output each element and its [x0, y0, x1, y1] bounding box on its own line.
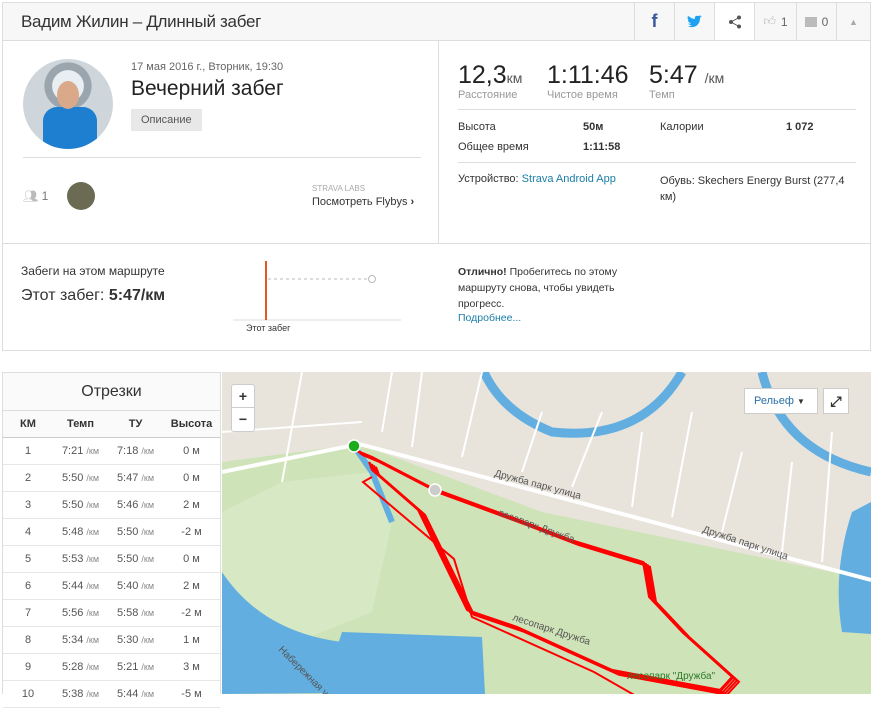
- segment-note: Отлично! Пробегитесь по этому маршруту с…: [458, 266, 618, 310]
- zoom-out-button[interactable]: −: [238, 411, 248, 427]
- twitter-icon: [687, 14, 702, 27]
- segment-title: Забеги на этом маршруте: [21, 264, 165, 278]
- kudos-count: 1: [780, 14, 788, 29]
- elevation-value: 50м: [583, 121, 604, 133]
- split-row: 2 5:50 /км 5:47 /км 0 м: [3, 465, 220, 492]
- kudos-button[interactable]: 👍︎ 1: [754, 3, 796, 40]
- zoom-in-button[interactable]: +: [232, 385, 254, 408]
- distance-value: 12,3км: [458, 61, 523, 89]
- route-lap: [361, 453, 741, 694]
- activity-name: Вечерний забег: [131, 77, 284, 100]
- participant-avatar[interactable]: [67, 182, 95, 210]
- device-info: Устройство: Strava Android App: [458, 173, 616, 185]
- pace-label: Темп: [649, 89, 675, 101]
- share-button[interactable]: [714, 3, 754, 40]
- elapsed-label: Общее время: [458, 141, 529, 153]
- expand-icon: ⤢: [830, 393, 842, 409]
- page-title: Вадим Жилин – Длинный забег: [21, 11, 262, 31]
- map-canvas: Дружба парк улица Дружба парк улица лесо…: [222, 372, 871, 694]
- this-run-pace: Этот забег: 5:47/км: [21, 287, 166, 304]
- chart-label: Этот забег: [246, 323, 291, 333]
- splits-header-row: КМ Темп ТУ Высота: [3, 411, 220, 438]
- split-row: 4 5:48 /км 5:50 /км -2 м: [3, 519, 220, 546]
- pace-value: 5:47 /км: [649, 61, 725, 89]
- splits-title: Отрезки: [3, 373, 220, 411]
- split-row: 5 5:53 /км 5:50 /км 0 м: [3, 546, 220, 573]
- split-row: 6 5:44 /км 5:40 /км 2 м: [3, 573, 220, 600]
- start-marker: [347, 439, 361, 453]
- finish-marker: [428, 483, 442, 497]
- comments-button[interactable]: 0: [796, 3, 836, 40]
- comment-icon: [804, 16, 817, 27]
- description-button[interactable]: Описание: [131, 109, 202, 131]
- route-lap: [361, 476, 635, 694]
- chevron-right-icon: ›: [410, 196, 415, 208]
- route-comparison-chart: [233, 261, 401, 321]
- twitter-share-button[interactable]: [674, 3, 714, 40]
- activity-summary: 17 мая 2016 г., Вторник, 19:30 Вечерний …: [2, 41, 871, 351]
- shoes-info: Обувь: Skechers Energy Burst (277,4 км): [660, 175, 845, 203]
- group-icon: 👥︎: [23, 189, 39, 203]
- comment-count: 0: [821, 14, 829, 29]
- zoom-control: + −: [231, 384, 255, 432]
- split-row: 10 5:38 /км 5:44 /км -5 м: [3, 681, 220, 708]
- fullscreen-button[interactable]: ⤢: [823, 388, 849, 414]
- strava-labs-label: STRAVA LABS: [312, 184, 366, 193]
- caret-up-icon: ▲: [849, 16, 858, 27]
- route-lap: [354, 448, 734, 691]
- split-row: 8 5:34 /км 5:30 /км 1 м: [3, 627, 220, 654]
- flybys-link[interactable]: Посмотреть Flybys ›: [312, 196, 414, 208]
- collapse-button[interactable]: ▲: [836, 3, 870, 40]
- map-layer-dropdown[interactable]: Рельеф ▼: [744, 388, 818, 414]
- route-map[interactable]: Дружба парк улица Дружба парк улица лесо…: [222, 372, 871, 694]
- elapsed-value: 1:11:58: [583, 141, 621, 153]
- route-segment-section: Забеги на этом маршруте Этот забег: 5:47…: [3, 243, 870, 351]
- moving-time-label: Чистое время: [547, 89, 618, 101]
- group-count: 1: [41, 189, 49, 203]
- trend-point: [368, 275, 376, 283]
- calories-value: 1 072: [786, 121, 814, 133]
- facebook-icon: f: [651, 11, 658, 31]
- athlete-avatar[interactable]: [23, 59, 113, 149]
- activity-date: 17 мая 2016 г., Вторник, 19:30: [131, 61, 284, 73]
- split-row: 9 5:28 /км 5:21 /км 3 м: [3, 654, 220, 681]
- calories-label: Калории: [660, 121, 704, 133]
- distance-label: Расстояние: [458, 89, 518, 101]
- group-activity[interactable]: 👥︎ 1: [23, 189, 48, 203]
- more-link[interactable]: Подробнее...: [458, 312, 522, 324]
- facebook-share-button[interactable]: f: [634, 3, 674, 40]
- share-icon: [728, 15, 741, 28]
- map-layer-label: Рельеф: [754, 395, 794, 407]
- park-label: лесопарк "Дружба": [627, 670, 716, 682]
- caret-down-icon: ▼: [797, 397, 805, 406]
- route-track: [354, 448, 741, 694]
- splits-table: Отрезки КМ Темп ТУ Высота 1 7:21 /км 7:18 /км…: [2, 372, 221, 708]
- activity-header: Вадим Жилин – Длинный забег f 👍︎ 1 0 ▲: [2, 2, 871, 41]
- thumbs-up-icon: 👍︎: [763, 14, 776, 28]
- split-row: 7 5:56 /км 5:58 /км -2 м: [3, 600, 220, 627]
- split-row: 3 5:50 /км 5:46 /км 2 м: [3, 492, 220, 519]
- flybys-link-text: Посмотреть Flybys: [312, 196, 408, 208]
- device-link[interactable]: Strava Android App: [521, 173, 616, 185]
- elevation-label: Высота: [458, 121, 496, 133]
- moving-time-value: 1:11:46: [547, 61, 629, 89]
- split-row: 1 7:21 /км 7:18 /км 0 м: [3, 438, 220, 465]
